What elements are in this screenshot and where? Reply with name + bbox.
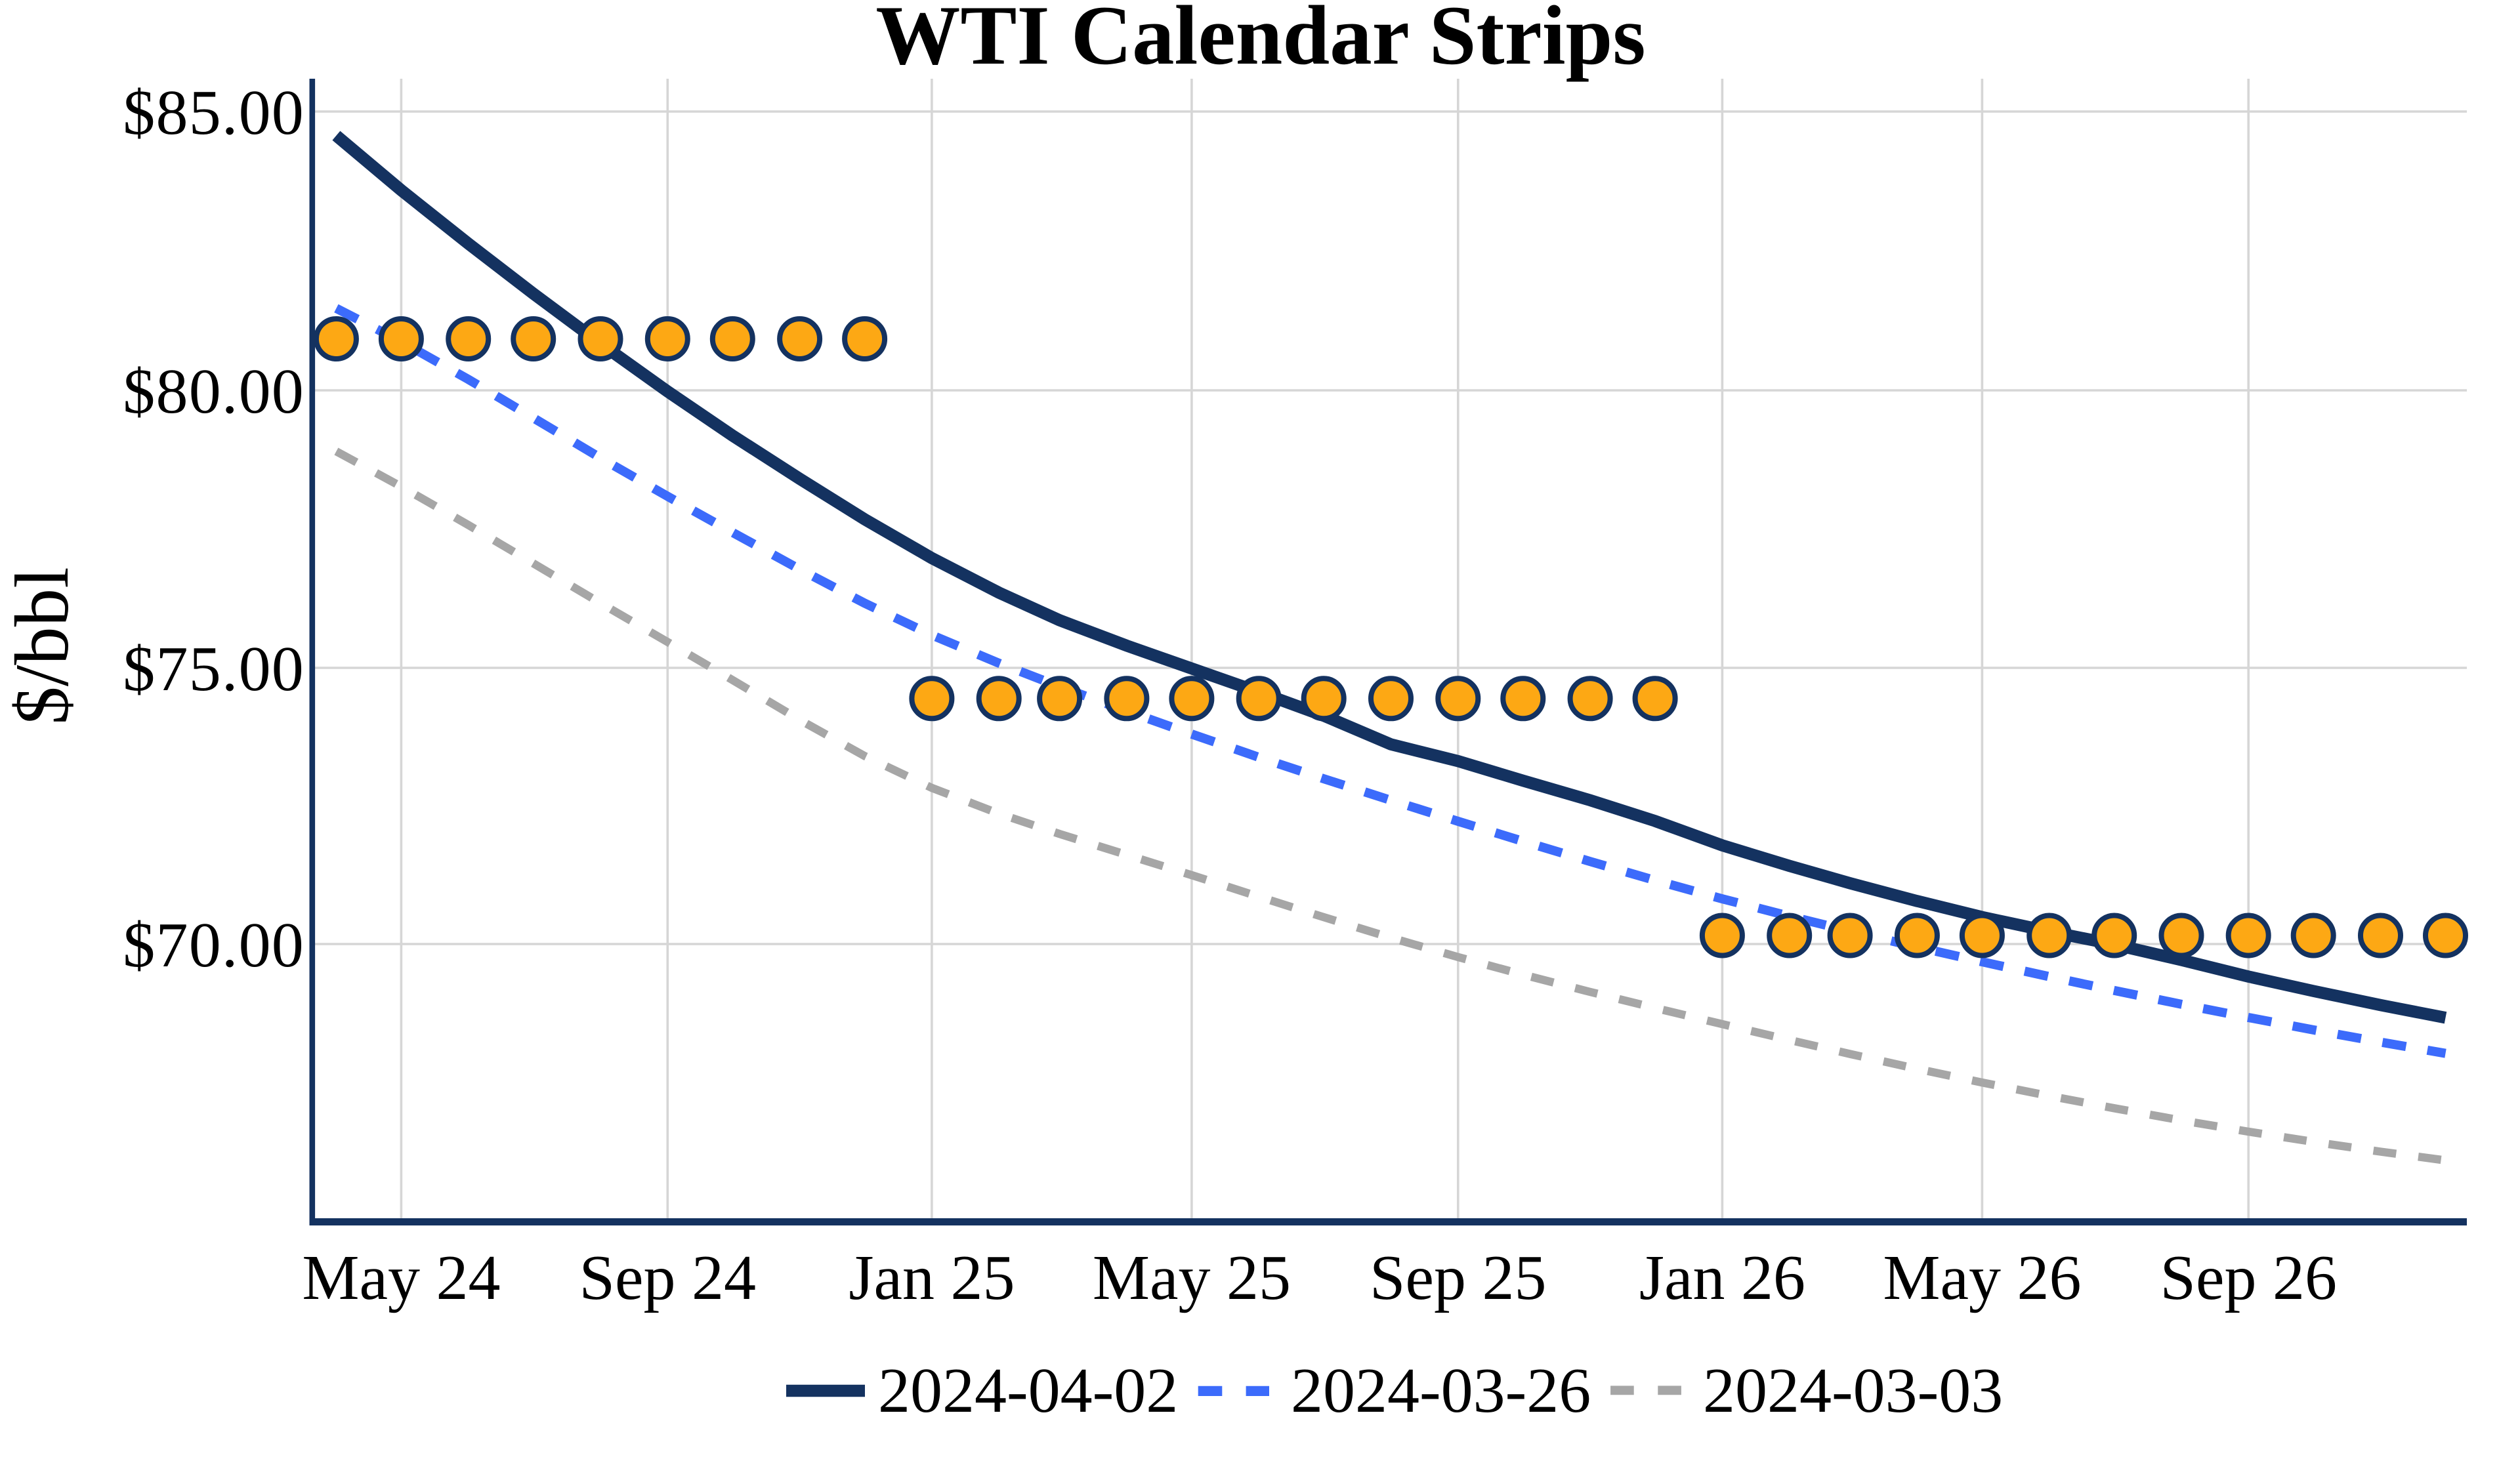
svg-text:Sep 24: Sep 24: [579, 1243, 757, 1313]
svg-text:2024-03-26: 2024-03-26: [1291, 1355, 1591, 1426]
svg-text:2024-03-03: 2024-03-03: [1703, 1355, 2003, 1426]
svg-text:May 26: May 26: [1883, 1243, 2081, 1313]
svg-text:Sep 25: Sep 25: [1370, 1243, 1547, 1313]
svg-text:$70.00: $70.00: [123, 910, 304, 981]
svg-text:WTI Calendar Strips: WTI Calendar Strips: [875, 0, 1645, 82]
svg-text:May 25: May 25: [1093, 1243, 1291, 1313]
svg-text:$/bbl: $/bbl: [0, 567, 85, 725]
svg-text:2024-04-02: 2024-04-02: [878, 1355, 1178, 1426]
svg-text:$80.00: $80.00: [123, 356, 304, 427]
svg-text:$85.00: $85.00: [123, 77, 304, 148]
svg-text:Jan 25: Jan 25: [849, 1243, 1015, 1313]
svg-text:Sep 26: Sep 26: [2160, 1243, 2337, 1313]
svg-text:$75.00: $75.00: [123, 634, 304, 705]
svg-text:May 24: May 24: [302, 1243, 500, 1313]
svg-text:Jan 26: Jan 26: [1639, 1243, 1805, 1313]
